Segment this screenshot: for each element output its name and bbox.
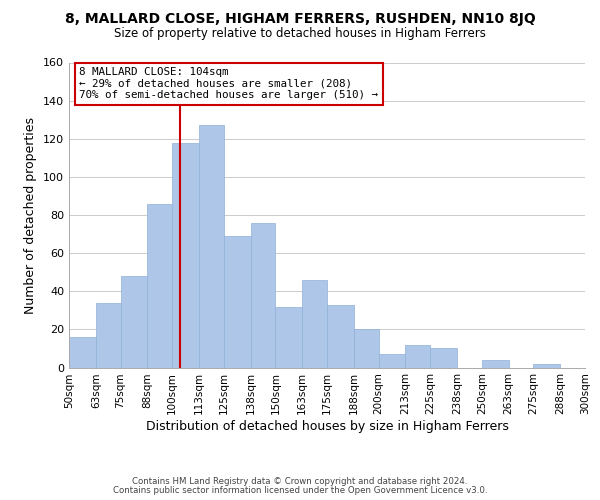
Bar bbox=[406, 344, 430, 368]
X-axis label: Distribution of detached houses by size in Higham Ferrers: Distribution of detached houses by size … bbox=[146, 420, 508, 433]
Bar bbox=[148, 204, 172, 368]
Y-axis label: Number of detached properties: Number of detached properties bbox=[25, 116, 37, 314]
Bar bbox=[251, 222, 275, 368]
Text: 8 MALLARD CLOSE: 104sqm
← 29% of detached houses are smaller (208)
70% of semi-d: 8 MALLARD CLOSE: 104sqm ← 29% of detache… bbox=[79, 67, 379, 100]
Bar bbox=[69, 337, 96, 368]
Text: Contains public sector information licensed under the Open Government Licence v3: Contains public sector information licen… bbox=[113, 486, 487, 495]
Bar bbox=[533, 364, 560, 368]
Bar bbox=[199, 126, 224, 368]
Bar bbox=[96, 302, 121, 368]
Bar bbox=[302, 280, 327, 368]
Text: Size of property relative to detached houses in Higham Ferrers: Size of property relative to detached ho… bbox=[114, 28, 486, 40]
Bar bbox=[275, 306, 302, 368]
Text: Contains HM Land Registry data © Crown copyright and database right 2024.: Contains HM Land Registry data © Crown c… bbox=[132, 477, 468, 486]
Bar bbox=[121, 276, 148, 368]
Bar bbox=[224, 236, 251, 368]
Bar bbox=[482, 360, 509, 368]
Bar bbox=[354, 330, 379, 368]
Bar bbox=[172, 142, 199, 368]
Bar bbox=[430, 348, 457, 368]
Bar bbox=[379, 354, 406, 368]
Text: 8, MALLARD CLOSE, HIGHAM FERRERS, RUSHDEN, NN10 8JQ: 8, MALLARD CLOSE, HIGHAM FERRERS, RUSHDE… bbox=[65, 12, 535, 26]
Bar bbox=[327, 304, 354, 368]
